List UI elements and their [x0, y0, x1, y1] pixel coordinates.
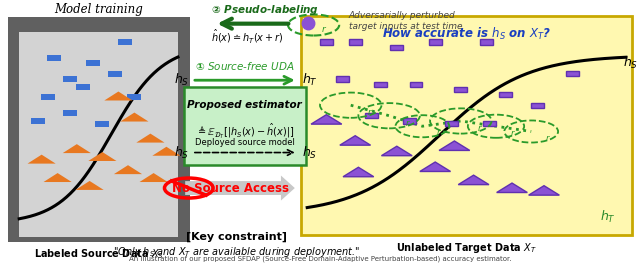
Bar	[31, 118, 45, 124]
Polygon shape	[120, 113, 148, 122]
Bar	[118, 39, 132, 45]
FancyBboxPatch shape	[19, 32, 178, 237]
Text: $\mathbf{②}$ Pseudo-labeling: $\mathbf{②}$ Pseudo-labeling	[211, 3, 319, 17]
Bar	[63, 76, 77, 82]
Bar	[108, 71, 122, 77]
Polygon shape	[140, 173, 168, 182]
Polygon shape	[439, 141, 470, 150]
Polygon shape	[340, 136, 371, 145]
Text: r: r	[511, 129, 515, 138]
Polygon shape	[458, 175, 489, 185]
Text: Deployed source model: Deployed source model	[195, 138, 295, 147]
Text: Labeled Source Data $X_S$: Labeled Source Data $X_S$	[34, 247, 164, 261]
Text: $h_S$: $h_S$	[173, 144, 189, 161]
FancyBboxPatch shape	[8, 17, 190, 242]
Bar	[47, 55, 61, 61]
Text: Proposed estimator: Proposed estimator	[188, 100, 302, 110]
Bar	[336, 76, 349, 82]
Bar	[454, 87, 467, 92]
Polygon shape	[497, 183, 527, 193]
Text: r: r	[545, 134, 549, 143]
Text: $h_S$: $h_S$	[623, 55, 638, 71]
Bar	[95, 121, 109, 127]
Bar	[429, 39, 442, 45]
Polygon shape	[28, 155, 56, 164]
Text: r: r	[436, 128, 440, 137]
Bar	[531, 103, 544, 108]
Text: $\triangleq \mathbb{E}_{\mathcal{D}_T}[|h_S(x) - \hat{h}(x)|]$: $\triangleq \mathbb{E}_{\mathcal{D}_T}[|…	[196, 122, 294, 141]
Text: Adversarially perturbed
target inputs at test time: Adversarially perturbed target inputs at…	[349, 11, 462, 31]
Polygon shape	[311, 115, 342, 124]
Bar	[63, 110, 77, 116]
Text: No Source Access: No Source Access	[172, 181, 289, 195]
Polygon shape	[114, 165, 142, 174]
Polygon shape	[44, 173, 72, 182]
Polygon shape	[63, 144, 91, 153]
Polygon shape	[136, 134, 164, 143]
Bar	[86, 60, 100, 66]
Text: Unlabeled Target Data $X_T$: Unlabeled Target Data $X_T$	[396, 241, 537, 255]
Text: "Only $h_S$ and $X_T$ are available during deployment.": "Only $h_S$ and $X_T$ are available duri…	[113, 245, 360, 259]
Polygon shape	[88, 152, 116, 161]
Bar	[41, 94, 55, 100]
Bar	[566, 71, 579, 76]
Text: r: r	[477, 124, 481, 133]
Text: $h_T$: $h_T$	[600, 209, 616, 225]
Text: $\hat{h}(x) \doteq h_T(x + r)$: $\hat{h}(x) \doteq h_T(x + r)$	[211, 28, 284, 45]
Bar	[480, 39, 493, 45]
Polygon shape	[152, 147, 180, 156]
Text: $h_S$: $h_S$	[173, 72, 189, 88]
Bar	[349, 39, 362, 45]
Bar	[76, 84, 90, 90]
Polygon shape	[76, 181, 104, 190]
Bar	[320, 39, 333, 45]
Text: An illustration of our proposed SFDAP (Source-Free Domain-Adaptive Perturbation-: An illustration of our proposed SFDAP (S…	[129, 255, 511, 262]
Bar	[403, 118, 416, 124]
Bar	[483, 121, 496, 126]
Polygon shape	[381, 146, 412, 156]
FancyBboxPatch shape	[301, 16, 632, 235]
Bar	[365, 113, 378, 118]
Text: $\mathbf{①}$ Source-free UDA: $\mathbf{①}$ Source-free UDA	[195, 60, 294, 72]
FancyBboxPatch shape	[184, 87, 306, 165]
Polygon shape	[343, 167, 374, 177]
Bar	[499, 92, 512, 97]
Bar	[127, 94, 141, 100]
FancyArrowPatch shape	[185, 175, 295, 201]
Text: Model training: Model training	[54, 3, 143, 16]
Polygon shape	[420, 162, 451, 171]
Bar	[445, 121, 458, 126]
Polygon shape	[529, 186, 559, 195]
Text: How accurate is $h_S$ on $X_T$?: How accurate is $h_S$ on $X_T$?	[382, 26, 551, 42]
Text: r: r	[367, 108, 371, 117]
Text: [Key constraint]: [Key constraint]	[186, 232, 287, 242]
Text: $h_S$: $h_S$	[302, 144, 317, 161]
Bar	[390, 45, 403, 50]
Polygon shape	[104, 92, 132, 100]
Bar	[410, 82, 422, 87]
Text: r: r	[322, 25, 326, 34]
Text: $h_T$: $h_T$	[302, 72, 318, 88]
Bar	[374, 82, 387, 87]
Text: r: r	[406, 119, 410, 128]
